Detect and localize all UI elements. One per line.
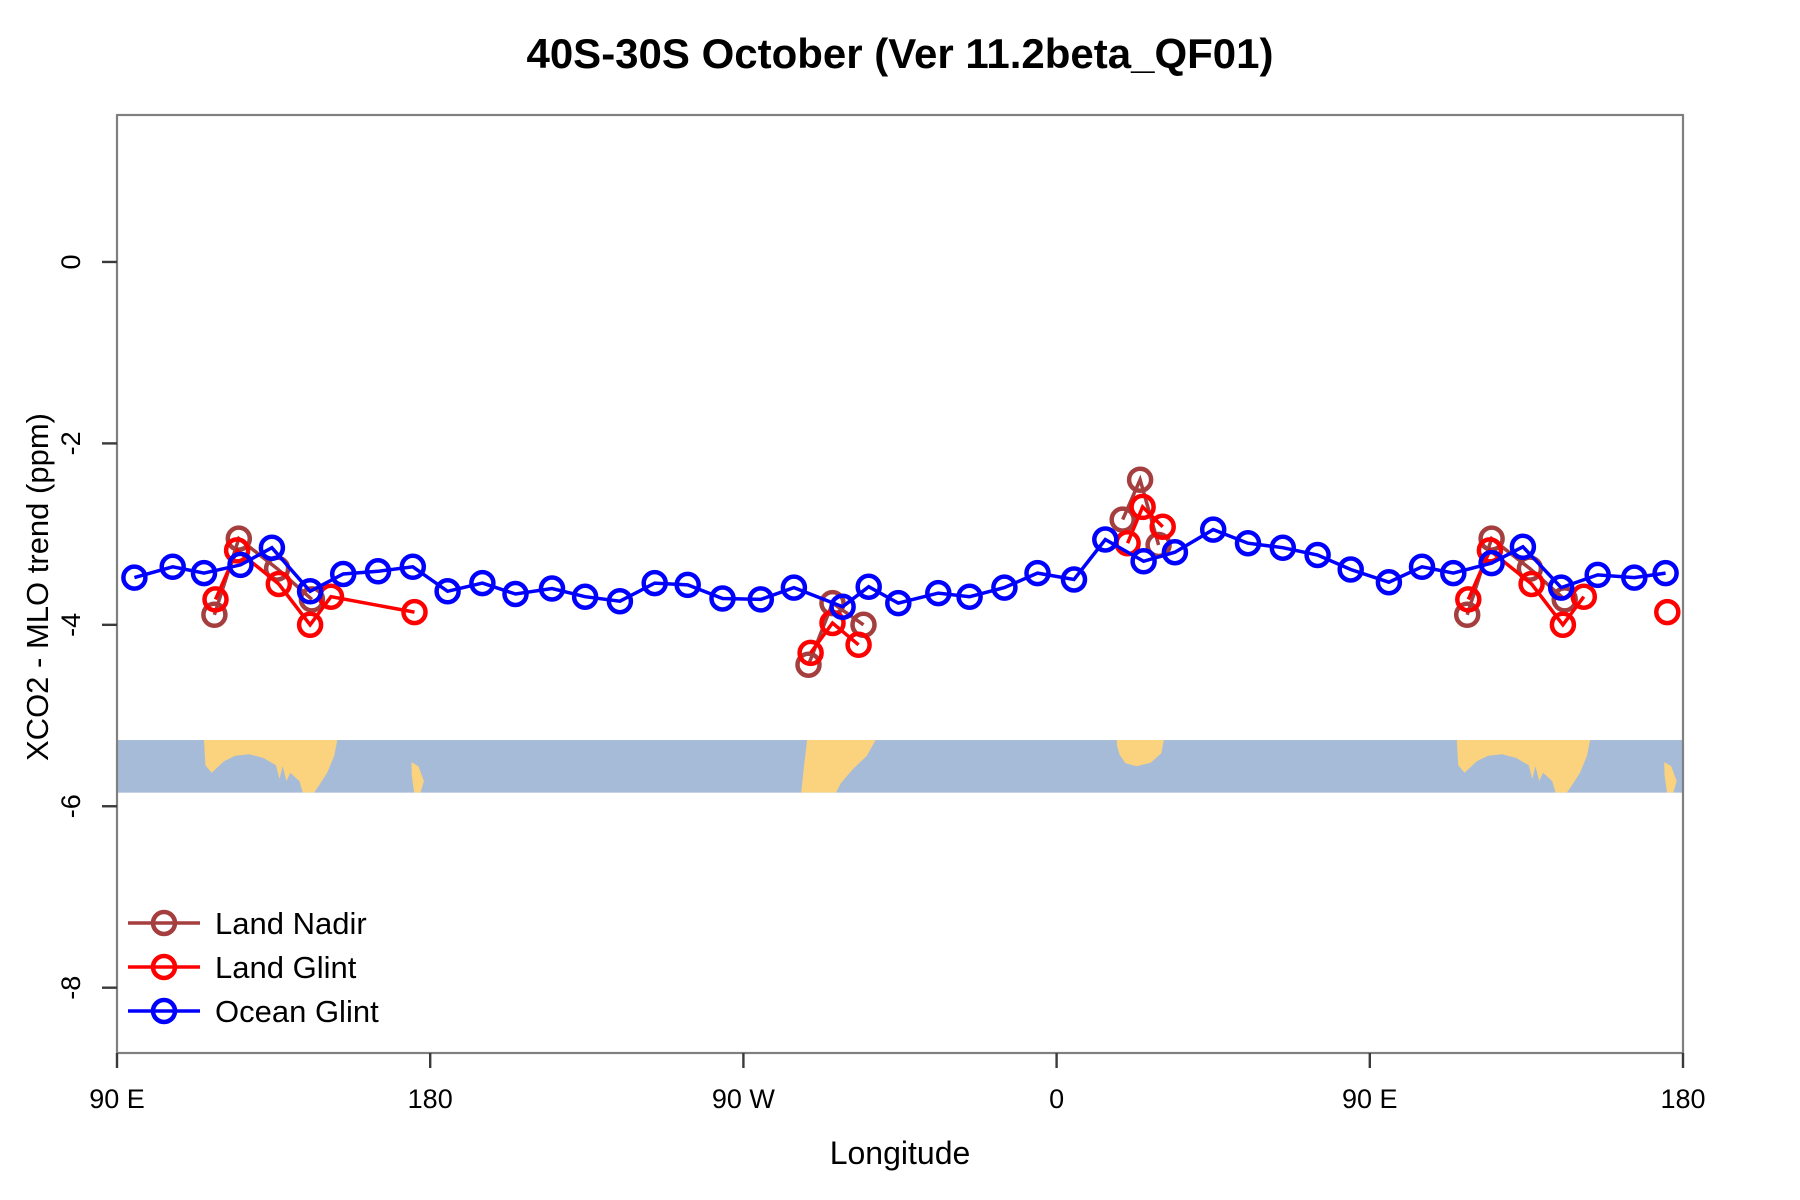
- data-point-ocean-glint: [991, 574, 1018, 601]
- data-point-ocean-glint: [121, 564, 148, 591]
- data-point-ocean-glint: [1509, 533, 1537, 561]
- chart-title: 40S-30S October (Ver 11.2beta_QF01): [526, 30, 1274, 77]
- data-point-ocean-glint: [925, 579, 952, 607]
- x-tick-label: 180: [408, 1084, 453, 1114]
- data-point-ocean-glint: [1375, 568, 1403, 596]
- legend-label: Ocean Glint: [215, 994, 379, 1029]
- data-point-ocean-glint: [709, 585, 736, 612]
- plot-frame: [115, 113, 1685, 1055]
- data-point-ocean-glint: [1060, 566, 1088, 593]
- data-point-ocean-glint: [606, 587, 634, 615]
- data-point-land-glint: [1455, 586, 1482, 613]
- data-point-land-nadir: [1551, 586, 1578, 613]
- series-line-ocean-glint: [133, 527, 1666, 609]
- data-point-ocean-glint: [1161, 538, 1189, 566]
- data-point-ocean-glint: [1440, 559, 1467, 587]
- data-point-land-glint: [296, 611, 324, 639]
- x-tick-label: 90 W: [712, 1084, 776, 1114]
- data-point-ocean-glint: [258, 534, 286, 561]
- data-point-ocean-glint: [159, 553, 186, 581]
- x-tick-label: 180: [1660, 1084, 1705, 1114]
- x-tick-label: 90 E: [1342, 1084, 1398, 1114]
- legend-label: Land Nadir: [215, 906, 367, 941]
- data-point-ocean-glint: [1304, 541, 1331, 569]
- data-point-ocean-glint: [1337, 556, 1364, 583]
- data-point-ocean-glint: [1652, 559, 1679, 587]
- data-point-ocean-glint: [747, 586, 775, 613]
- data-point-ocean-glint: [1092, 526, 1119, 553]
- data-point-ocean-glint: [538, 575, 566, 602]
- map-land-new-zealand: [411, 762, 424, 793]
- data-point-ocean-glint: [1269, 534, 1297, 561]
- x-axis-title: Longitude: [829, 1135, 971, 1171]
- data-point-land-glint: [1129, 493, 1156, 521]
- data-point-ocean-glint: [434, 578, 461, 605]
- data-point-ocean-glint: [1547, 574, 1575, 601]
- map-land-australia-repeat: [1456, 740, 1591, 793]
- data-point-ocean-glint: [329, 560, 357, 588]
- data-point-ocean-glint: [885, 589, 912, 617]
- data-point-land-nadir: [201, 601, 228, 629]
- data-point-land-glint: [1570, 583, 1598, 610]
- y-axis-title: XCO2 - MLO trend (ppm): [20, 413, 55, 761]
- legend-label: Land Glint: [215, 950, 357, 985]
- legend-marker: [150, 953, 178, 981]
- data-point-ocean-glint: [190, 559, 218, 587]
- data-point-ocean-glint: [1621, 564, 1648, 591]
- data-point-land-glint: [401, 598, 428, 626]
- data-point-ocean-glint: [674, 571, 701, 599]
- data-point-land-nadir: [795, 651, 822, 678]
- data-point-ocean-glint: [829, 593, 856, 620]
- data-point-ocean-glint: [855, 573, 882, 600]
- legend-marker: [150, 997, 178, 1025]
- data-point-land-nadir: [1126, 466, 1154, 493]
- data-point-ocean-glint: [227, 551, 254, 579]
- data-point-land-glint: [202, 586, 229, 613]
- y-tick-label: -6: [56, 794, 86, 818]
- data-point-land-glint: [1518, 570, 1545, 598]
- map-land-australia: [204, 740, 338, 793]
- y-tick-label: 0: [56, 254, 86, 269]
- data-point-ocean-glint: [502, 580, 529, 608]
- data-point-ocean-glint: [1234, 529, 1262, 557]
- data-point-ocean-glint: [780, 574, 808, 601]
- data-point-land-glint: [265, 570, 293, 598]
- data-point-ocean-glint: [1408, 553, 1436, 581]
- data-point-land-glint: [223, 537, 251, 564]
- data-point-ocean-glint: [1024, 559, 1051, 587]
- data-point-ocean-glint: [1478, 549, 1505, 577]
- x-tick-label: 0: [1049, 1084, 1064, 1114]
- map-land-south-africa: [1116, 740, 1164, 767]
- data-point-ocean-glint: [1199, 516, 1227, 543]
- data-point-ocean-glint: [1130, 548, 1157, 575]
- data-point-ocean-glint: [469, 569, 496, 597]
- y-tick-label: -4: [56, 613, 86, 637]
- data-point-land-nadir: [1109, 506, 1136, 533]
- data-point-land-glint: [1654, 598, 1681, 626]
- data-point-ocean-glint: [399, 553, 427, 581]
- data-point-ocean-glint: [571, 583, 599, 610]
- y-tick-label: -8: [56, 976, 86, 1000]
- map-strip-ocean: [117, 740, 1683, 793]
- data-point-ocean-glint: [296, 578, 324, 605]
- data-point-land-glint: [797, 639, 824, 667]
- y-tick-label: -2: [56, 431, 86, 455]
- data-point-land-glint: [1476, 537, 1504, 564]
- map-land-south-america: [801, 740, 876, 793]
- data-point-land-glint: [845, 631, 872, 659]
- x-tick-label: 90 E: [89, 1084, 145, 1114]
- data-point-ocean-glint: [364, 558, 392, 585]
- map-land-new-zealand-repeat: [1664, 762, 1677, 793]
- data-point-land-nadir: [1453, 601, 1481, 629]
- data-point-ocean-glint: [1584, 561, 1611, 589]
- data-point-land-glint: [1149, 513, 1176, 541]
- data-point-ocean-glint: [641, 569, 668, 597]
- data-point-land-glint: [1549, 611, 1577, 639]
- legend-marker: [150, 909, 178, 937]
- data-point-ocean-glint: [956, 583, 983, 610]
